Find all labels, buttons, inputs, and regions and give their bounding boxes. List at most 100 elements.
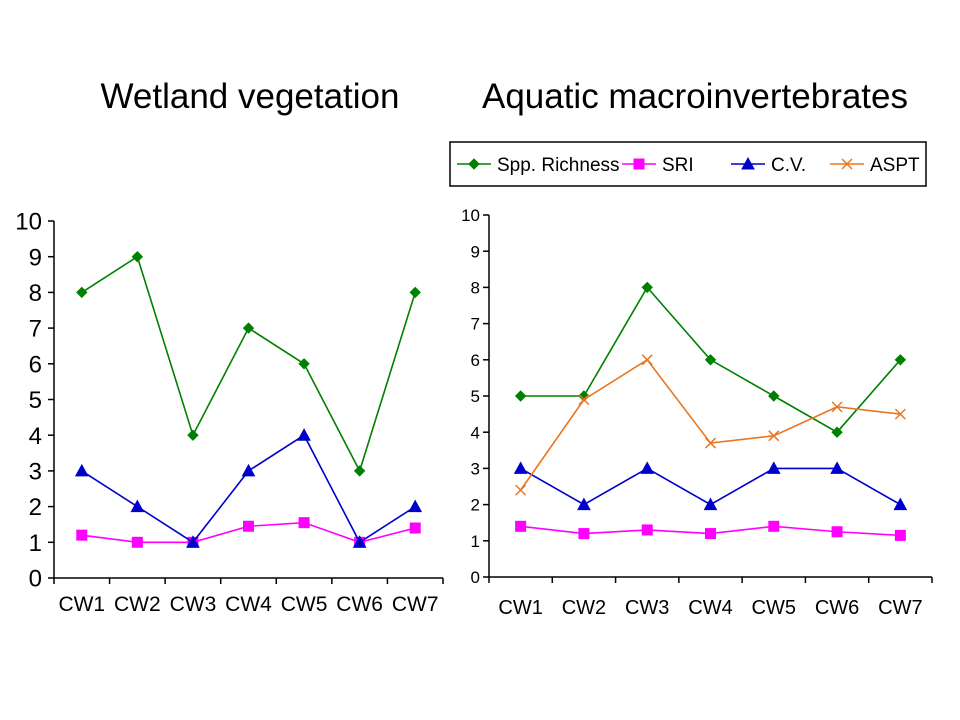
- aquatic-point-c-v-cw6: [830, 461, 844, 474]
- aquatic-point-spp-richness-cw7: [894, 354, 907, 366]
- legend-label-spp-richness: Spp. Richness: [497, 155, 620, 176]
- aquatic-y-tick-label-5: 5: [471, 387, 480, 406]
- aquatic-y-tick-label-10: 10: [461, 206, 480, 225]
- wetland-point-spp-richness-cw7: [409, 286, 421, 299]
- wetland-y-tick-label-6: 6: [29, 351, 42, 378]
- aquatic-point-aspt-cw6: [831, 401, 843, 413]
- aquatic-x-tick-label-cw1: CW1: [498, 597, 542, 619]
- aquatic-x-tick-label-cw7: CW7: [878, 597, 922, 619]
- aquatic-point-c-v-cw4: [703, 497, 718, 511]
- aquatic-point-sri-cw1: [515, 520, 527, 532]
- aquatic-point-aspt-cw4: [704, 437, 717, 449]
- legend-item-spp-richness: Spp. Richness: [457, 155, 620, 176]
- aquatic-point-c-v-cw7: [893, 497, 908, 511]
- wetland-point-sri-cw5: [298, 517, 310, 529]
- aquatic-point-aspt-cw5: [768, 430, 780, 442]
- wetland-point-c-v-cw6: [352, 535, 367, 548]
- legend-item-sri: SRI: [622, 155, 694, 176]
- aquatic-series-c-v: [513, 461, 908, 511]
- aquatic-point-aspt-cw2: [578, 394, 590, 406]
- wetland-x-tick-label-cw3: CW3: [170, 593, 217, 616]
- aquatic-y-tick-label-4: 4: [471, 423, 480, 442]
- aquatic-point-sri-cw5: [768, 520, 780, 532]
- wetland-point-c-v-cw4: [241, 463, 256, 477]
- aquatic-x-tick-label-cw3: CW3: [625, 597, 669, 619]
- aquatic-y-tick-label-3: 3: [471, 460, 480, 479]
- aquatic-point-aspt-cw7: [894, 408, 906, 420]
- chart-title-aquatic-macroinvertebrates: Aquatic macroinvertebrates: [482, 77, 908, 116]
- aquatic-point-spp-richness-cw5: [768, 390, 780, 402]
- wetland-series-sri: [76, 517, 421, 548]
- wetland-point-spp-richness-cw6: [353, 465, 366, 477]
- aquatic-point-spp-richness-cw1: [514, 390, 527, 402]
- wetland-y-tick-label-8: 8: [29, 280, 42, 307]
- wetland-y-tick-label-2: 2: [29, 494, 42, 521]
- aquatic-series-aspt: [515, 354, 906, 496]
- legend: Spp. Richness SRI C.V. ASPT: [449, 141, 927, 187]
- aquatic-point-aspt-cw1: [515, 484, 527, 496]
- wetland-series-spp-richness: [76, 250, 421, 477]
- aquatic-y-tick-label-7: 7: [471, 315, 480, 334]
- wetland-point-sri-cw1: [76, 529, 88, 541]
- aquatic-point-sri-cw2: [578, 528, 590, 540]
- aquatic-point-spp-richness-cw3: [641, 281, 653, 294]
- wetland-point-c-v-cw7: [408, 499, 423, 513]
- wetland-point-spp-richness-cw4: [242, 322, 255, 334]
- wetland-point-spp-richness-cw3: [187, 429, 199, 441]
- legend-marker-c-v: [741, 156, 755, 170]
- wetland-point-spp-richness-cw2: [131, 250, 144, 263]
- aquatic-point-sri-cw4: [705, 528, 716, 540]
- legend-label-c-v: C.V.: [771, 155, 806, 176]
- aquatic-point-c-v-cw5: [766, 461, 781, 474]
- wetland-point-c-v-cw2: [130, 499, 145, 513]
- aquatic-point-spp-richness-cw6: [831, 426, 843, 438]
- aquatic-y-tick-label-6: 6: [471, 351, 480, 370]
- wetland-point-spp-richness-cw1: [76, 286, 88, 299]
- wetland-series-c-v: [74, 428, 423, 548]
- aquatic-series-spp-richness: [514, 281, 907, 438]
- legend-marker-spp-richness: [468, 158, 480, 170]
- legend-label-sri: SRI: [662, 155, 694, 176]
- wetland-series-line-spp-richness: [81, 255, 416, 473]
- aquatic-x-tick-label-cw6: CW6: [815, 597, 859, 619]
- wetland-y-tick-label-3: 3: [29, 459, 42, 486]
- wetland-y-tick-label-9: 9: [29, 244, 42, 271]
- aquatic-y-tick-label-9: 9: [471, 242, 480, 261]
- wetland-y-tick-label-7: 7: [29, 316, 42, 343]
- aquatic-point-spp-richness-cw4: [704, 354, 717, 366]
- aquatic-point-aspt-cw3: [641, 354, 653, 366]
- chart-wetland-vegetation: 0 1 2 3 4 5 6 7 8 9 10 CW1 CW2 CW3 CW4 CW5 CW6 CW7: [15, 209, 444, 616]
- wetland-point-sri-cw4: [243, 520, 254, 532]
- aquatic-series-sri: [515, 520, 906, 541]
- aquatic-point-c-v-cw3: [640, 461, 655, 474]
- aquatic-x-tick-label-cw2: CW2: [562, 597, 606, 619]
- legend-label-aspt: ASPT: [870, 155, 920, 176]
- wetland-point-sri-cw2: [131, 536, 143, 548]
- wetland-point-sri-cw7: [409, 522, 421, 534]
- aquatic-point-sri-cw6: [831, 526, 843, 538]
- wetland-point-c-v-cw5: [297, 428, 311, 441]
- wetland-point-c-v-cw1: [74, 463, 89, 477]
- aquatic-y-tick-label-0: 0: [471, 568, 480, 587]
- wetland-x-tick-label-cw2: CW2: [114, 593, 161, 616]
- wetland-point-spp-richness-cw5: [298, 358, 310, 370]
- aquatic-x-tick-label-cw4: CW4: [688, 597, 732, 619]
- chart-aquatic-macroinvertebrates: 0 1 2 3 4 5 6 7 8 9 10 CW1 CW2 CW3 CW4 CW5 CW6 CW7: [461, 206, 933, 619]
- aquatic-point-c-v-cw2: [577, 497, 591, 511]
- wetland-y-tick-label-0: 0: [29, 566, 42, 593]
- aquatic-x-tick-label-cw5: CW5: [752, 597, 796, 619]
- aquatic-point-sri-cw7: [894, 529, 906, 541]
- legend-marker-sri: [633, 158, 645, 170]
- legend-marker-aspt: [841, 158, 853, 170]
- aquatic-point-c-v-cw1: [513, 461, 528, 474]
- wetland-y-tick-label-4: 4: [29, 423, 42, 450]
- wetland-x-tick-label-cw6: CW6: [336, 593, 383, 616]
- wetland-x-tick-label-cw1: CW1: [58, 593, 105, 616]
- aquatic-point-sri-cw3: [641, 524, 653, 536]
- wetland-x-tick-label-cw4: CW4: [225, 593, 272, 616]
- wetland-y-tick-label-10: 10: [15, 209, 42, 236]
- legend-item-aspt: ASPT: [830, 155, 920, 176]
- aquatic-y-tick-label-8: 8: [471, 279, 480, 298]
- legend-item-c-v: C.V.: [731, 155, 806, 176]
